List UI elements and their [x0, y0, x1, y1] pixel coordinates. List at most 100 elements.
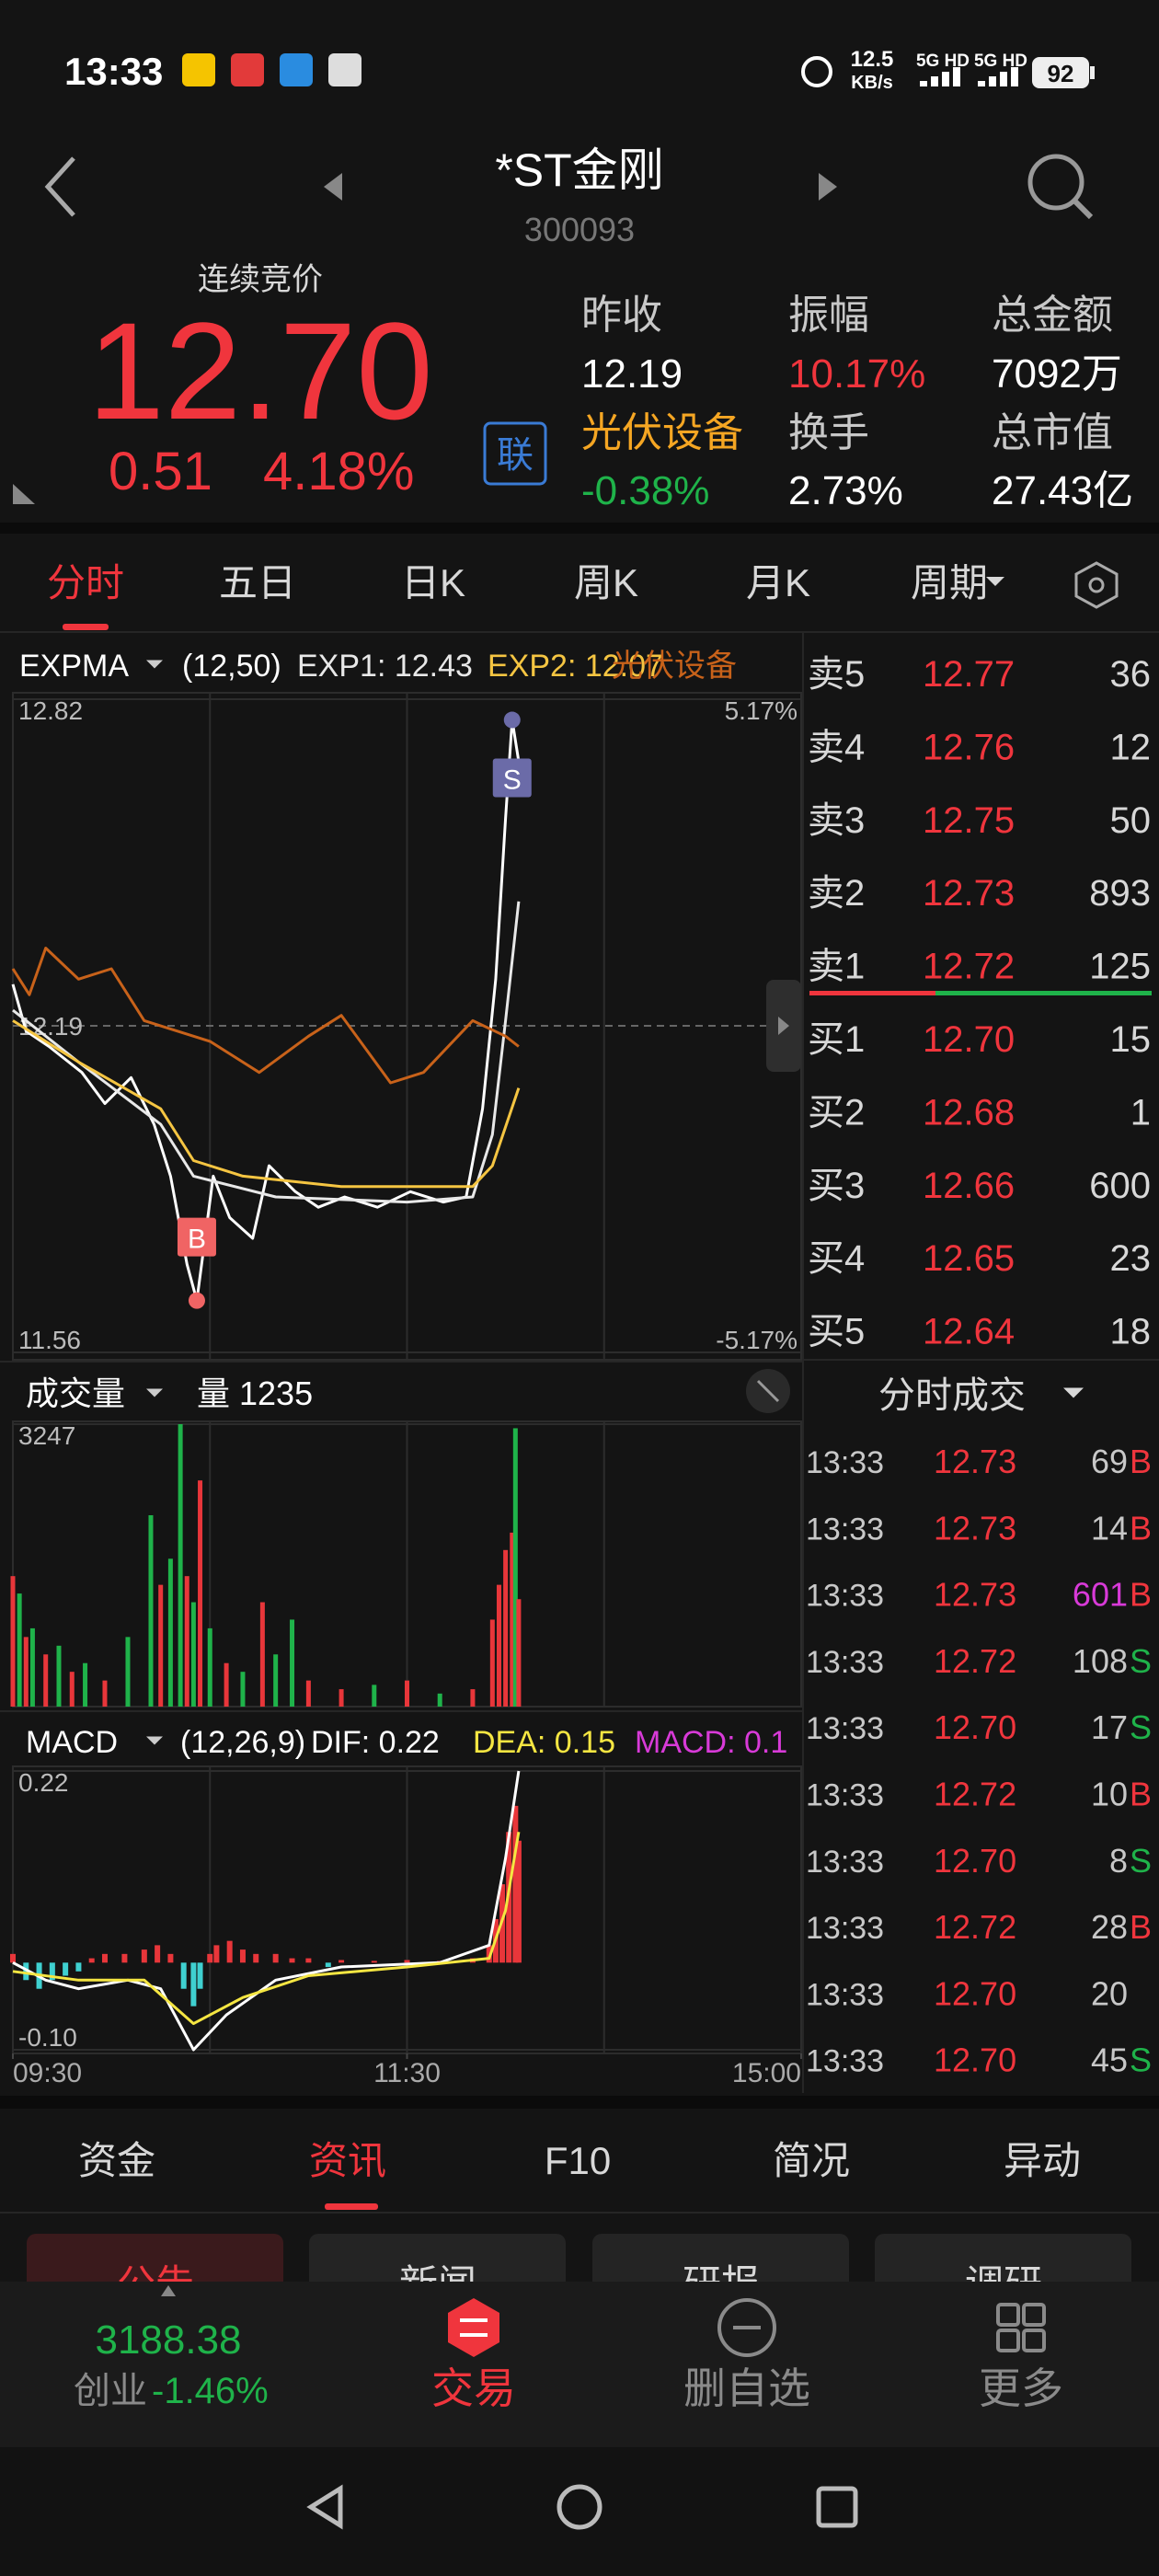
- macd-bar: [155, 1945, 161, 1963]
- trade-side: B: [1130, 1576, 1152, 1614]
- status-icon: [231, 53, 264, 86]
- trade-volume: 108: [1073, 1642, 1128, 1680]
- series-line: [12, 901, 521, 1204]
- marker-label: S: [503, 765, 522, 796]
- nav-item[interactable]: 交易: [431, 2364, 516, 2412]
- field-label: 振幅: [788, 293, 869, 338]
- legend-entry: EXP2: 12.07: [488, 649, 663, 684]
- y-tick-label: 0.22: [18, 1768, 69, 1797]
- trade-time: 13:33: [806, 1579, 884, 1614]
- system-home[interactable]: [557, 2484, 602, 2530]
- trade-time: 13:33: [806, 1445, 884, 1480]
- signal: 5G HD: [974, 52, 1027, 71]
- y2-tick-label: 5.17%: [725, 696, 798, 725]
- book-label: 买5: [808, 1312, 865, 1352]
- marker-box: [177, 1217, 216, 1257]
- volume-bar: [240, 1672, 246, 1707]
- volume-title[interactable]: 成交量: [26, 1374, 125, 1412]
- macd-bar: [226, 1940, 233, 1963]
- divider-band: [0, 523, 1159, 534]
- macd-bar: [167, 1953, 174, 1963]
- trade-time: 13:33: [806, 1911, 884, 1946]
- side-handle-arrow[interactable]: [778, 1017, 789, 1035]
- search-button[interactable]: [1027, 154, 1084, 211]
- book-volume: 15: [1110, 1019, 1152, 1060]
- trade-volume: 20: [1091, 1974, 1128, 2012]
- signal-bar: [978, 81, 985, 86]
- detail-tab[interactable]: 资金: [78, 2139, 155, 2182]
- volume-bar: [10, 1576, 16, 1707]
- trades-title[interactable]: 分时成交: [878, 1375, 1026, 1416]
- macd-bar: [197, 1962, 203, 1989]
- volume-bar: [17, 1593, 22, 1707]
- macd-bar: [101, 1953, 108, 1963]
- system-back[interactable]: [306, 2484, 343, 2530]
- trade-price: 12.73: [934, 1509, 1016, 1547]
- last-price: 12.70: [87, 293, 432, 448]
- chart-tab[interactable]: 周期: [911, 561, 988, 604]
- detail-tab[interactable]: 异动: [1004, 2139, 1081, 2182]
- trade-price: 12.72: [934, 1908, 1016, 1946]
- book-price: 12.73: [923, 873, 1015, 914]
- field-label: 换手: [788, 410, 869, 455]
- next-stock[interactable]: [819, 173, 837, 201]
- volume-bar: [503, 1549, 509, 1707]
- volume-bar: [29, 1627, 35, 1707]
- macd-bar: [515, 1840, 522, 1963]
- more-icon: [996, 2329, 1020, 2352]
- signal-bar: [920, 81, 927, 86]
- chart-tab[interactable]: 日K: [401, 561, 465, 604]
- volume-bar: [489, 1619, 495, 1707]
- chart-tab[interactable]: 月K: [746, 561, 810, 604]
- volume-bar: [516, 1599, 522, 1707]
- status-icon: [280, 53, 313, 86]
- net-unit: KB/s: [851, 73, 893, 93]
- macd-bar: [289, 1958, 295, 1963]
- book-divider-buy: [935, 991, 1152, 995]
- indicator-name[interactable]: EXPMA: [19, 649, 129, 684]
- prev-stock[interactable]: [324, 173, 342, 201]
- trade-volume: 69: [1091, 1443, 1128, 1480]
- volume-bar: [125, 1637, 131, 1707]
- volume-bar: [305, 1680, 311, 1707]
- volume-bar: [372, 1685, 377, 1707]
- index-arrow: [161, 2285, 176, 2296]
- trade-icon: [448, 2298, 499, 2357]
- chart-tab[interactable]: 周K: [574, 561, 638, 604]
- system-recents: [816, 2486, 858, 2528]
- trade-volume: 17: [1091, 1708, 1128, 1746]
- nav-item[interactable]: 删自选: [683, 2364, 810, 2412]
- trade-volume: 28: [1091, 1908, 1128, 1946]
- field-label: 总金额: [992, 293, 1113, 338]
- book-label: 买4: [808, 1238, 865, 1279]
- book-volume: 18: [1110, 1312, 1152, 1352]
- settings-button[interactable]: [1074, 561, 1119, 609]
- trade-price: 12.73: [934, 1576, 1016, 1614]
- detail-tab[interactable]: 资讯: [309, 2139, 386, 2182]
- field-value: 2.73%: [788, 468, 903, 513]
- x-tick-label: 09:30: [13, 2058, 82, 2088]
- legend-entry: 光伏设备: [612, 649, 737, 684]
- index-value[interactable]: 3188.38: [95, 2317, 241, 2363]
- chart-tab[interactable]: 五日: [219, 561, 296, 604]
- signal-bar: [931, 76, 938, 86]
- macd-title[interactable]: MACD: [26, 1725, 118, 1760]
- back-button[interactable]: [44, 156, 75, 217]
- detail-tab[interactable]: F10: [545, 2139, 611, 2182]
- volume-bar: [83, 1662, 88, 1707]
- detail-tab[interactable]: 简况: [773, 2139, 850, 2182]
- quote-status: 连续竞价: [198, 262, 323, 297]
- stock-code: 300093: [524, 211, 635, 248]
- macd-bar: [305, 1958, 312, 1963]
- book-volume: 36: [1110, 654, 1152, 695]
- macd-bar: [10, 1953, 16, 1963]
- nav-item[interactable]: 更多: [979, 2364, 1063, 2412]
- marker-point: [503, 711, 521, 729]
- link-badge-text[interactable]: 联: [497, 435, 534, 476]
- volume-bar: [259, 1602, 265, 1707]
- x-tick-label: 11:30: [373, 2058, 441, 2088]
- chart-tab[interactable]: 分时: [47, 561, 124, 604]
- legend-entry: MACD: 0.1: [635, 1725, 787, 1760]
- macd-dropdown: [146, 1736, 163, 1745]
- trade-price: 12.70: [934, 1974, 1016, 2012]
